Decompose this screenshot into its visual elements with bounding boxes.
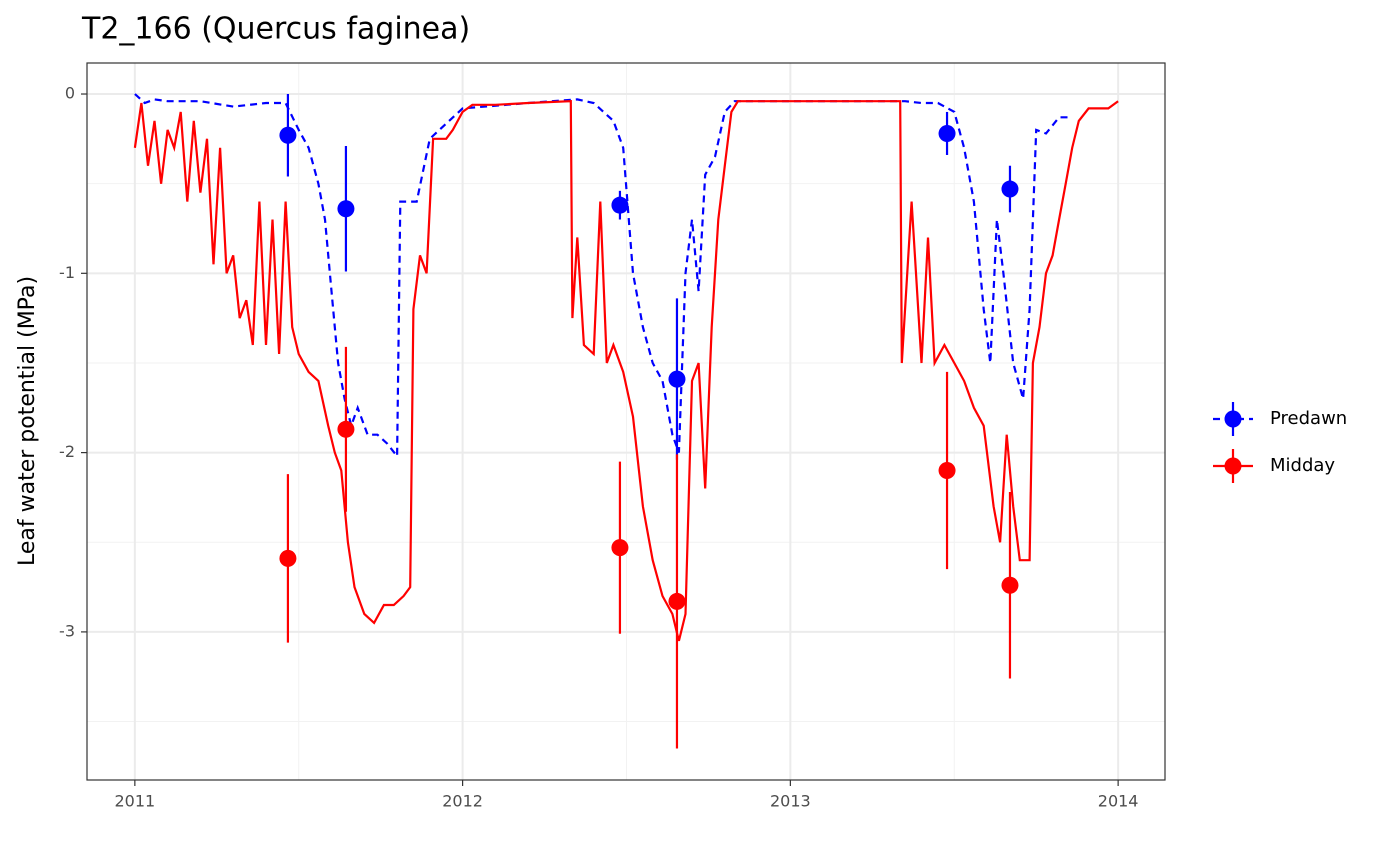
series-line [133, 100, 1119, 642]
observed-point [611, 196, 629, 214]
observed-point [668, 370, 686, 388]
observed-point [1001, 180, 1019, 198]
observed-point [611, 539, 629, 557]
observed-point [1001, 576, 1019, 594]
y-tick-label: -1 [59, 263, 75, 282]
x-tick-label: 2011 [114, 792, 155, 811]
observed-point [337, 420, 355, 438]
y-tick-label: -2 [59, 442, 75, 461]
observed-point [279, 126, 297, 144]
x-tick-label: 2013 [770, 792, 811, 811]
plot-border [86, 62, 1166, 781]
legend-item: Midday [1213, 449, 1335, 483]
x-tick-label: 2014 [1098, 792, 1139, 811]
observed-point [337, 200, 355, 218]
legend-item: Predawn [1213, 402, 1347, 436]
observed-point [938, 124, 956, 142]
legend-label: Predawn [1270, 408, 1347, 429]
legend-key-point [1224, 457, 1242, 475]
observed-point [938, 462, 956, 480]
observed-point [279, 549, 297, 567]
x-tick-label: 2012 [442, 792, 483, 811]
observed-point [668, 592, 686, 610]
series-line [134, 93, 1073, 460]
y-tick-label: 0 [65, 84, 75, 103]
legend-label: Midday [1270, 455, 1335, 476]
y-axis-label: Leaf water potential (MPa) [15, 276, 40, 566]
y-tick-label: -3 [59, 621, 75, 640]
legend-key-point [1224, 410, 1242, 428]
chart-title: T2_166 (Quercus faginea) [81, 12, 470, 47]
